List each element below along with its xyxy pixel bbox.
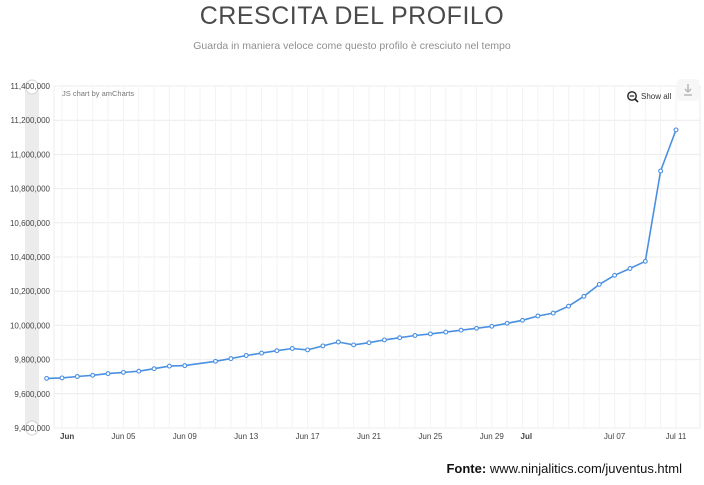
- data-point: [489, 323, 495, 329]
- y-axis: 9,400,000 9,600,000 9,800,000 10,000,000 10,…: [10, 82, 51, 433]
- y-scrollbar-handle-bottom[interactable]: [25, 420, 39, 436]
- source-label: Fonte:: [446, 461, 487, 476]
- data-point: [642, 258, 648, 264]
- x-tick-label: Jul 07: [604, 432, 626, 441]
- data-point: [520, 317, 525, 323]
- x-tick-label: Jun 17: [296, 432, 321, 441]
- data-point: [443, 329, 449, 335]
- show-all-button[interactable]: Show all: [627, 91, 672, 103]
- data-point: [381, 337, 387, 343]
- data-point: [427, 331, 433, 337]
- data-point: [458, 327, 464, 333]
- data-point: [90, 372, 96, 378]
- data-point: [550, 310, 556, 316]
- data-point: [182, 363, 188, 369]
- x-tick-label: Jun 13: [234, 432, 259, 441]
- y-tick-label: 10,400,000: [10, 253, 51, 262]
- data-point: [504, 320, 510, 326]
- x-axis: Jun Jun 05 Jun 09 Jun 13 Jun 17 Jun 21 Jun 25 J…: [60, 432, 687, 441]
- y-tick-label: 10,000,000: [10, 321, 51, 330]
- data-point: [105, 371, 111, 377]
- data-point: [274, 348, 280, 354]
- y-tick-label: 11,200,000: [11, 116, 51, 125]
- data-point: [228, 356, 234, 362]
- data-point: [335, 339, 341, 345]
- data-point: [151, 366, 157, 372]
- x-tick-label: Jun 21: [357, 432, 382, 441]
- y-tick-label: 10,800,000: [10, 185, 51, 194]
- export-button[interactable]: [677, 79, 699, 101]
- data-point: [305, 347, 311, 353]
- zoom-out-icon[interactable]: [627, 91, 639, 103]
- series-layer: [44, 127, 679, 381]
- data-point: [289, 346, 295, 351]
- data-point: [74, 374, 80, 379]
- x-tick-label: Jun 09: [173, 432, 198, 441]
- y-tick-label: 10,600,000: [10, 219, 51, 228]
- data-point: [44, 375, 50, 381]
- data-point: [581, 293, 587, 299]
- grid-layer: [54, 85, 700, 429]
- x-tick-label: Jun: [60, 432, 74, 441]
- x-tick-label: Jun 29: [480, 432, 505, 441]
- data-point: [351, 342, 357, 348]
- source-line: Fonte: www.ninjalitics.com/juventus.html: [446, 461, 682, 476]
- data-point: [59, 375, 65, 381]
- data-point: [397, 335, 403, 341]
- data-point: [673, 127, 679, 133]
- data-point: [412, 333, 418, 338]
- x-tick-label: Jun 25: [418, 432, 443, 441]
- data-point: [627, 266, 633, 271]
- data-point: [366, 340, 372, 346]
- data-point: [658, 168, 664, 174]
- x-tick-label: Jun 05: [111, 432, 136, 441]
- data-point: [120, 369, 126, 375]
- y-tick-label: 10,200,000: [10, 287, 51, 296]
- x-tick-label: Jul: [521, 432, 533, 441]
- data-point: [566, 303, 571, 309]
- page-subtitle: Guarda in maniera veloce come questo pro…: [193, 40, 511, 52]
- series-line: [46, 129, 677, 380]
- y-tick-label: 9,800,000: [14, 356, 50, 365]
- source-url[interactable]: www.ninjalitics.com/juventus.html: [489, 461, 682, 476]
- y-tick-label: 11,400,000: [11, 82, 51, 91]
- x-tick-label: Jul 11: [666, 432, 687, 441]
- y-scrollbar-handle-top[interactable]: [25, 79, 39, 95]
- data-point: [166, 363, 172, 369]
- y-tick-label: 11,000,000: [11, 150, 51, 159]
- show-all-label[interactable]: Show all: [641, 92, 671, 101]
- data-point: [136, 368, 142, 374]
- data-point: [243, 353, 249, 358]
- data-point: [612, 272, 618, 278]
- download-icon[interactable]: [684, 84, 692, 96]
- data-point: [474, 325, 479, 331]
- y-scrollbar-track[interactable]: [25, 86, 39, 428]
- y-tick-label: 9,400,000: [14, 424, 50, 433]
- y-tick-label: 9,600,000: [14, 390, 50, 399]
- data-point: [596, 281, 602, 287]
- data-point: [259, 350, 265, 356]
- data-point: [213, 358, 218, 364]
- data-point: [535, 313, 541, 319]
- chart-credit[interactable]: JS chart by amCharts: [62, 89, 134, 98]
- data-point: [320, 343, 326, 349]
- page-title: CRESCITA DEL PROFILO: [199, 2, 505, 30]
